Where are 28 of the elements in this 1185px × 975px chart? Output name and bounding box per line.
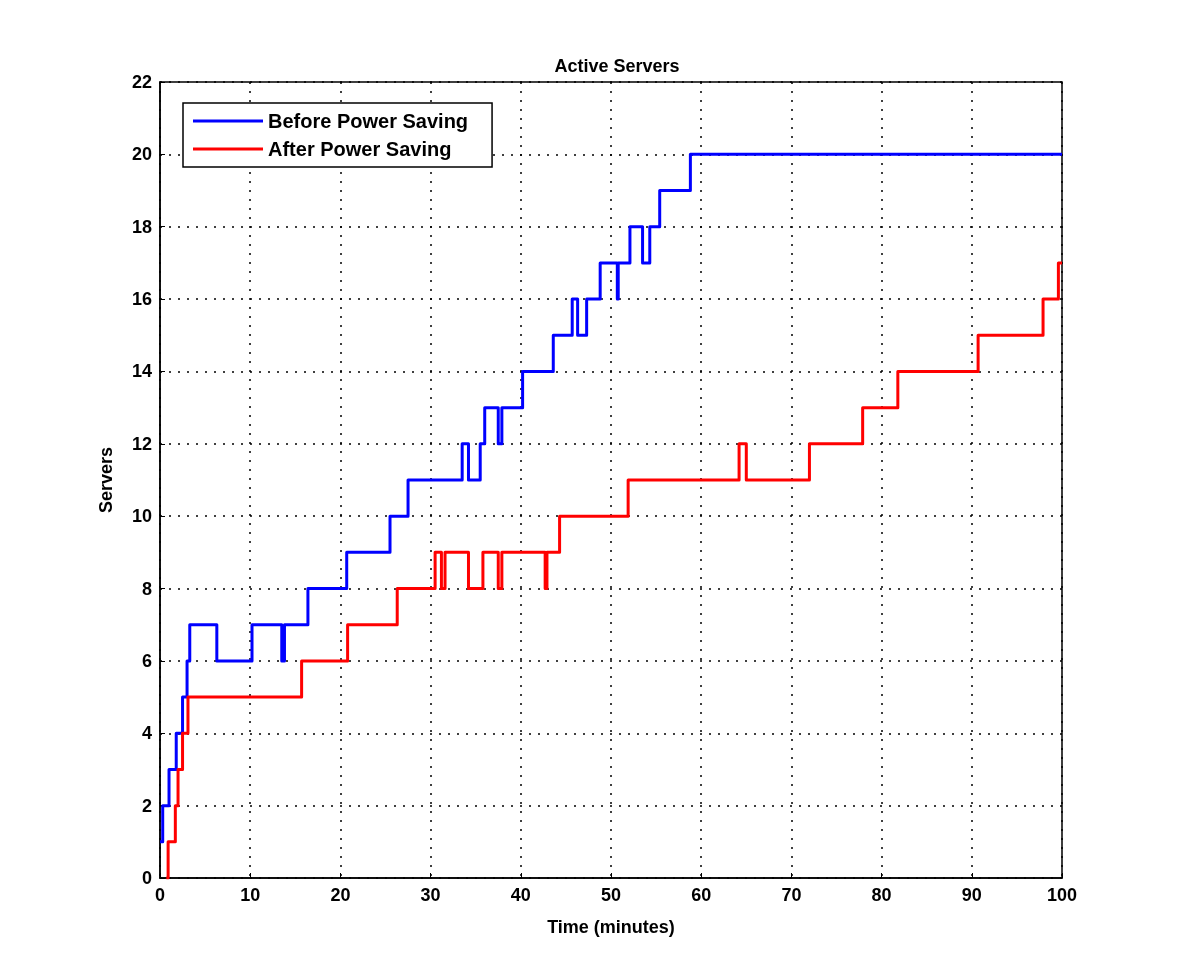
- x-tick-label: 50: [600, 885, 622, 905]
- x-tick-label: 30: [420, 885, 441, 905]
- x-tick-label: 90: [961, 885, 982, 905]
- chart-title: Active Servers: [554, 56, 680, 76]
- legend-label: After Power Saving: [268, 138, 452, 160]
- x-tick-label: 10: [240, 885, 261, 905]
- y-tick-label: 4: [141, 723, 152, 744]
- x-tick-label: 20: [330, 885, 351, 905]
- y-tick-label: 22: [131, 72, 152, 92]
- y-tick-label: 12: [131, 433, 152, 454]
- x-tick-label: 40: [510, 885, 531, 905]
- x-tick-label: 70: [781, 885, 802, 905]
- y-tick-label: 6: [141, 650, 152, 671]
- legend-label: Before Power Saving: [268, 110, 469, 132]
- y-tick-label: 2: [141, 795, 152, 816]
- y-tick-label: 10: [131, 506, 152, 527]
- y-tick-label: 18: [131, 216, 152, 237]
- y-tick-label: 14: [131, 361, 152, 382]
- x-tick-label: 60: [691, 885, 712, 905]
- y-tick-label: 16: [131, 289, 152, 310]
- y-tick-label: 0: [141, 868, 152, 888]
- x-axis-title: Time (minutes): [547, 917, 675, 937]
- x-tick-label: 80: [871, 885, 892, 905]
- y-tick-label: 20: [131, 144, 152, 165]
- x-tick-label: 100: [1046, 885, 1078, 905]
- y-axis-title: Servers: [96, 446, 116, 514]
- x-tick-label: 0: [154, 885, 166, 905]
- y-tick-label: 8: [141, 578, 152, 599]
